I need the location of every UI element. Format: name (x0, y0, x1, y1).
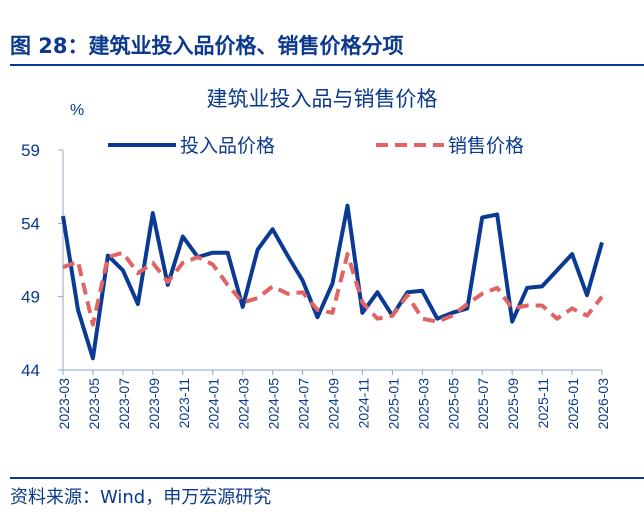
x-tick-label: 2026-01 (565, 378, 581, 430)
source-note: 资料来源：Wind，申万宏源研究 (10, 487, 272, 508)
footer-rule (10, 477, 644, 479)
y-tick-label: 49 (21, 288, 40, 307)
x-tick-label: 2024-05 (266, 378, 282, 430)
series-line-input-price (61, 203, 604, 361)
chart-title: 建筑业投入品与销售价格 (207, 88, 438, 111)
x-tick-label: 2023-09 (146, 378, 162, 430)
figure-title: 图 28：建筑业投入品价格、销售价格分项 (10, 34, 404, 58)
x-tick-label: 2023-11 (176, 378, 192, 429)
x-tick-label: 2025-09 (505, 378, 521, 430)
x-tick-label: 2024-03 (236, 378, 252, 430)
y-tick-label: 44 (21, 361, 40, 380)
x-tick-label: 2025-03 (415, 378, 431, 430)
y-tick-label: 54 (21, 214, 40, 233)
x-tick-label: 2023-05 (86, 378, 102, 430)
x-tick-label: 2023-03 (56, 378, 72, 430)
y-tick-label: 59 (21, 141, 40, 160)
y-axis-unit: % (70, 102, 84, 119)
legend-label: 销售价格 (448, 135, 524, 157)
x-tick-label: 2024-07 (296, 378, 312, 430)
x-tick-label: 2025-05 (445, 378, 461, 430)
x-tick-label: 2024-09 (326, 378, 342, 430)
x-tick-label: 2025-07 (475, 378, 491, 430)
x-tick-label: 2025-11 (535, 378, 551, 429)
x-tick-label: 2023-07 (116, 378, 132, 430)
legend-label: 投入品价格 (180, 135, 275, 157)
x-tick-label: 2025-01 (385, 378, 401, 430)
title-rule (10, 64, 644, 66)
x-tick-label: 2024-11 (355, 378, 371, 429)
x-tick-label: 2026-03 (595, 378, 611, 430)
x-tick-label: 2024-01 (206, 378, 222, 430)
